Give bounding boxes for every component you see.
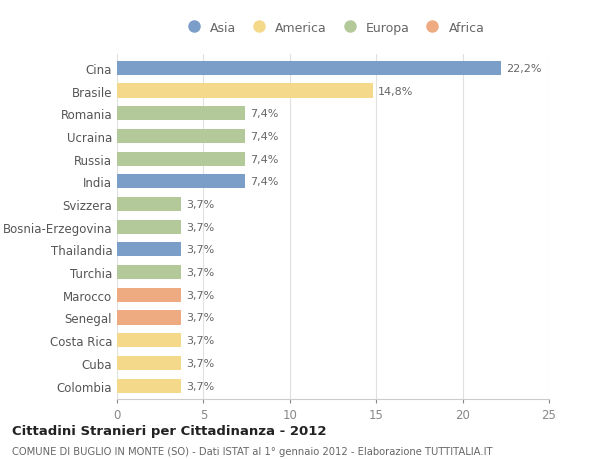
Bar <box>117 311 181 325</box>
Text: 7,4%: 7,4% <box>250 154 278 164</box>
Text: 7,4%: 7,4% <box>250 177 278 187</box>
Text: 7,4%: 7,4% <box>250 132 278 142</box>
Text: 7,4%: 7,4% <box>250 109 278 119</box>
Text: 3,7%: 3,7% <box>186 290 214 300</box>
Bar <box>117 175 245 189</box>
Bar <box>117 84 373 98</box>
Bar <box>117 265 181 280</box>
Text: 3,7%: 3,7% <box>186 358 214 368</box>
Text: 3,7%: 3,7% <box>186 268 214 278</box>
Text: 3,7%: 3,7% <box>186 245 214 255</box>
Text: 3,7%: 3,7% <box>186 222 214 232</box>
Bar <box>117 152 245 166</box>
Bar <box>117 243 181 257</box>
Bar <box>117 333 181 347</box>
Bar <box>117 129 245 144</box>
Bar <box>117 220 181 234</box>
Text: 3,7%: 3,7% <box>186 336 214 346</box>
Text: Cittadini Stranieri per Cittadinanza - 2012: Cittadini Stranieri per Cittadinanza - 2… <box>12 425 326 437</box>
Text: 22,2%: 22,2% <box>506 64 541 73</box>
Legend: Asia, America, Europa, Africa: Asia, America, Europa, Africa <box>182 22 484 35</box>
Text: 3,7%: 3,7% <box>186 200 214 210</box>
Text: 3,7%: 3,7% <box>186 313 214 323</box>
Bar <box>117 288 181 302</box>
Bar <box>117 356 181 370</box>
Bar <box>117 107 245 121</box>
Bar <box>117 379 181 393</box>
Bar <box>117 197 181 212</box>
Text: 3,7%: 3,7% <box>186 381 214 391</box>
Bar <box>117 62 500 76</box>
Text: 14,8%: 14,8% <box>378 86 413 96</box>
Text: COMUNE DI BUGLIO IN MONTE (SO) - Dati ISTAT al 1° gennaio 2012 - Elaborazione TU: COMUNE DI BUGLIO IN MONTE (SO) - Dati IS… <box>12 446 493 456</box>
